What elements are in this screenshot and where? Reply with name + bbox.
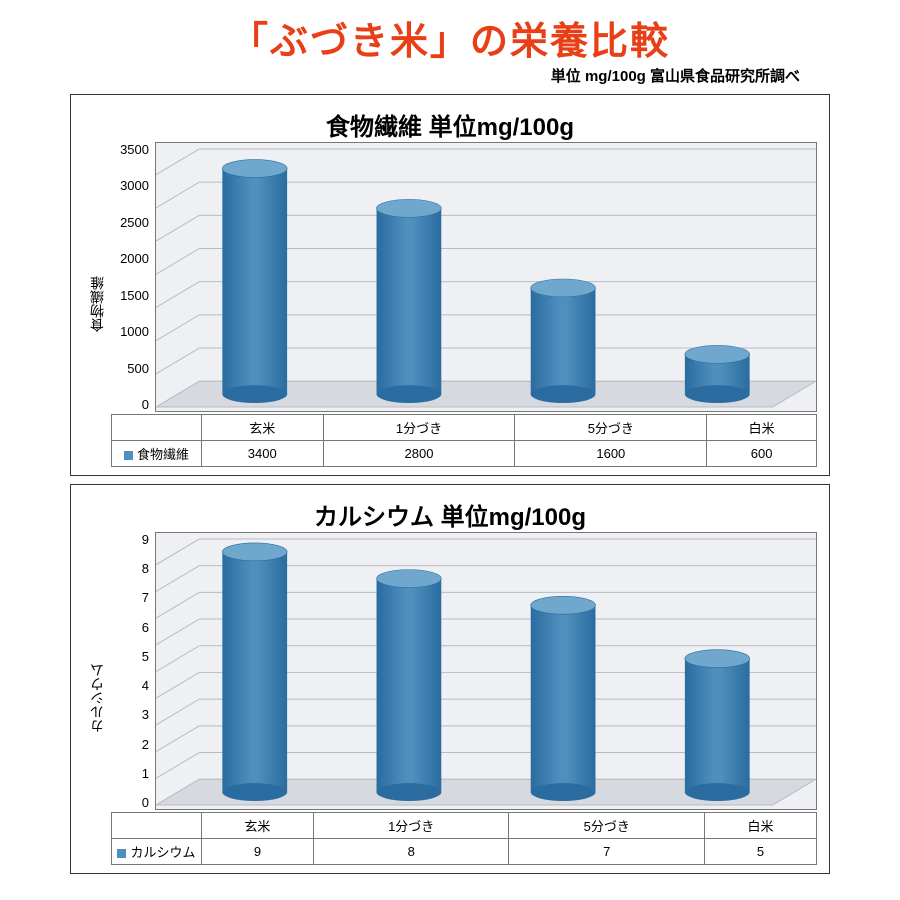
legend-key-icon <box>124 451 133 460</box>
data-table: 玄米1分づき5分づき白米食物繊維 340028001600600 <box>111 414 817 467</box>
category-label: 玄米 <box>202 813 314 839</box>
y-tick: 5 <box>142 649 149 664</box>
y-axis-ticks: 3500 3000 2500 2000 1500 1000 500 0 <box>111 142 155 412</box>
plot-area <box>155 142 817 412</box>
y-tick: 4 <box>142 678 149 693</box>
page-subtitle: 単位 mg/100g 富山県食品研究所調べ <box>40 65 860 86</box>
y-tick: 1500 <box>120 288 149 303</box>
y-tick: 2000 <box>120 251 149 266</box>
value-cell: 7 <box>509 839 705 865</box>
legend-cell: カルシウム <box>112 839 202 865</box>
series-label: カルシウム <box>130 845 195 860</box>
bar-cylinder <box>377 199 442 403</box>
category-label: 白米 <box>707 415 817 441</box>
chart-calcium: カルシウム 単位mg/100gカルシウム9876543210玄米1分づき5分づき… <box>70 484 830 874</box>
y-tick: 7 <box>142 590 149 605</box>
bar-cylinder <box>685 650 750 801</box>
category-label: 1分づき <box>313 813 509 839</box>
bar-cylinder <box>531 279 596 403</box>
y-tick: 3000 <box>120 178 149 193</box>
y-tick: 0 <box>142 795 149 810</box>
value-cell: 9 <box>202 839 314 865</box>
y-tick: 1 <box>142 766 149 781</box>
y-tick: 8 <box>142 561 149 576</box>
value-cell: 600 <box>707 441 817 467</box>
value-cell: 2800 <box>323 441 515 467</box>
legend-cell: 食物繊維 <box>112 441 202 467</box>
legend-key-icon <box>117 849 126 858</box>
chart-fiber: 食物繊維 単位mg/100g食物繊維3500300025002000150010… <box>70 94 830 476</box>
chart-title: 食物繊維 単位mg/100g <box>83 107 817 142</box>
series-label: 食物繊維 <box>137 447 189 462</box>
bar-cylinder <box>531 596 596 801</box>
table-corner <box>112 813 202 839</box>
y-axis-label: 食物繊維 <box>83 142 111 467</box>
bar-cylinder <box>377 570 442 801</box>
y-tick: 3500 <box>120 142 149 157</box>
category-label: 5分づき <box>515 415 707 441</box>
category-label: 5分づき <box>509 813 705 839</box>
bar-cylinder <box>222 160 287 403</box>
y-tick: 9 <box>142 532 149 547</box>
y-tick: 3 <box>142 707 149 722</box>
plot-area <box>155 532 817 810</box>
data-table: 玄米1分づき5分づき白米カルシウム 9875 <box>111 812 817 865</box>
value-cell: 3400 <box>202 441 324 467</box>
table-corner <box>112 415 202 441</box>
category-label: 1分づき <box>323 415 515 441</box>
chart-title: カルシウム 単位mg/100g <box>83 497 817 532</box>
value-cell: 5 <box>705 839 817 865</box>
page-title: 「ぶづき米」の栄養比較 <box>40 10 860 65</box>
value-cell: 1600 <box>515 441 707 467</box>
bar-cylinder <box>685 345 750 403</box>
y-axis-label: カルシウム <box>83 532 111 865</box>
y-tick: 500 <box>127 361 149 376</box>
y-tick: 2500 <box>120 215 149 230</box>
category-label: 白米 <box>705 813 817 839</box>
y-tick: 1000 <box>120 324 149 339</box>
y-tick: 2 <box>142 737 149 752</box>
value-cell: 8 <box>313 839 509 865</box>
category-label: 玄米 <box>202 415 324 441</box>
y-axis-ticks: 9 8 7 6 5 4 3 2 1 0 <box>111 532 155 810</box>
bar-cylinder <box>222 543 287 801</box>
y-tick: 0 <box>142 397 149 412</box>
y-tick: 6 <box>142 620 149 635</box>
